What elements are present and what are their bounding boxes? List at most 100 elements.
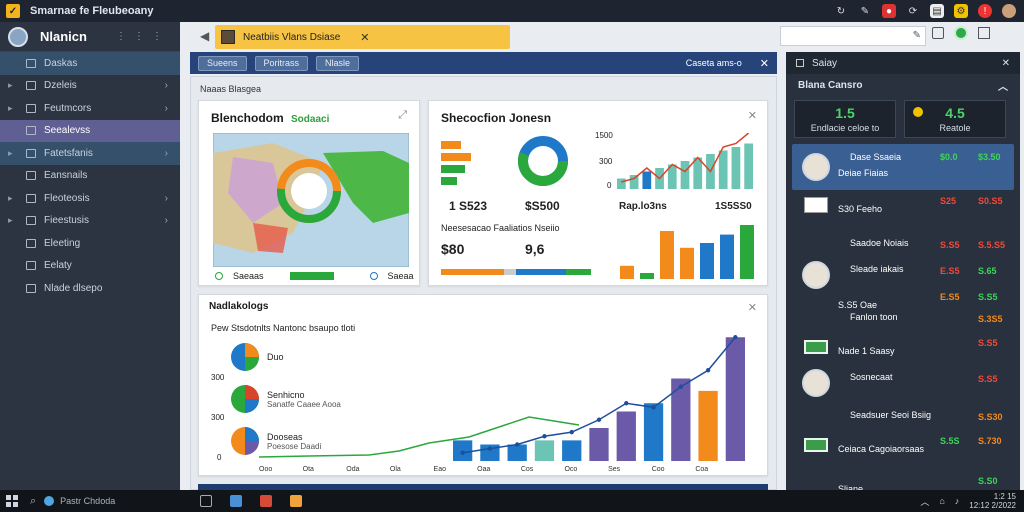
toolbar: Sueens Poritrass Nlasle Caseta ams-o ✕ (190, 52, 777, 74)
expand-arrow-icon[interactable]: ▸ (8, 102, 13, 113)
pie-item[interactable]: Duo (229, 341, 284, 373)
list-item[interactable]: Seadsuer Seoi Bsiig S.S30 (792, 408, 1014, 434)
list-item[interactable]: Nade 1 Saasy S.S5 (792, 334, 1014, 360)
sidebar-item-7[interactable]: ▸ Fieestusis › (0, 210, 180, 233)
clock[interactable]: 1:2 15 12:12 2/2022 (969, 492, 1016, 510)
toolbar-button-2[interactable]: Nlasle (316, 55, 360, 71)
sidebar-item-8[interactable]: Eleeting (0, 232, 180, 255)
toolbar-button-1[interactable]: Poritrass (254, 55, 309, 71)
list-item[interactable]: Fanlon toon S.3S5 (792, 310, 1014, 336)
card-icon (804, 340, 828, 354)
copy-icon[interactable] (932, 27, 944, 39)
expand-arrow-icon[interactable]: ▸ (8, 215, 13, 226)
nav-item-icon (26, 171, 36, 181)
list-item-name: Sleade iakais (850, 264, 904, 274)
sidebar-item-9[interactable]: Eelaty (0, 255, 180, 278)
list-item[interactable]: Sleade iakais E.S5 S.65 (792, 261, 1014, 289)
scroll-strip[interactable] (198, 484, 768, 490)
chevron-right-icon: › (164, 147, 168, 159)
kpi-line-bar (617, 178, 626, 189)
kpi-description: Neesesacao Faaliatios Nseiio (441, 223, 560, 233)
taskbar-search[interactable]: ⌕ Pastr Chdoda (30, 493, 160, 509)
active-tab[interactable]: Neatbiis Vlans Dsiase ✕ (215, 25, 510, 49)
clock-time: 1:2 15 (993, 492, 1016, 501)
toolbar-buttons: Sueens Poritrass Nlasle (198, 55, 360, 71)
list-item[interactable]: Ceiaca Cagoiaorsaas S.5S S.730 (792, 432, 1014, 458)
list-item[interactable]: S.S5 Oae E.S5 S.S5 (792, 288, 1014, 314)
kpi-number-b: 9,6 (525, 241, 545, 257)
list-item-value-b: $3.50 (978, 152, 1001, 162)
pie-chart-icon (231, 427, 259, 455)
refresh-icon[interactable]: ⟳ (908, 5, 918, 17)
task-view-icon[interactable] (200, 495, 212, 507)
sidebar-controls-icon[interactable]: ⋮⋮⋮ (116, 31, 170, 42)
list-item[interactable]: Sliane S.S0 (792, 472, 1014, 498)
close-icon[interactable]: ✕ (759, 57, 769, 70)
list-item-name: Seadsuer Seoi Bsiig (850, 410, 932, 420)
expand-arrow-icon[interactable]: ▸ (8, 192, 13, 203)
list-item-value-a: S25 (940, 196, 957, 206)
sidebar-item-2[interactable]: ▸ Feutmcors › (0, 97, 180, 120)
collapse-icon[interactable]: ︿ (998, 81, 1008, 93)
sidebar-item-1[interactable]: ▸ Dzeleis › (0, 75, 180, 98)
stat-a-value: 1.5 (835, 105, 855, 121)
pin-icon[interactable]: ✎ (860, 5, 870, 17)
map-expand-icon[interactable]: ⤢ (398, 109, 407, 121)
map-title-text: Blenchodom (211, 111, 284, 125)
nav-item-icon (26, 81, 36, 91)
sidebar-item-10[interactable]: Nlade dlsepo (0, 277, 180, 300)
status-icon[interactable] (954, 26, 968, 40)
window-icon[interactable] (978, 27, 990, 39)
expand-arrow-icon[interactable]: ▸ (8, 147, 13, 158)
trend-point (624, 401, 629, 406)
document-icon[interactable]: ▤ (930, 4, 944, 18)
right-panel-subheader: Blana Cansro ︿ (786, 74, 1020, 96)
sidebar-item-6[interactable]: ▸ Fleoteosis › (0, 187, 180, 210)
sidebar-item-5[interactable]: Eansnails (0, 165, 180, 188)
trend-subtitle: Pew Stsdotnlts Nantonc bsaupo tloti (211, 323, 356, 333)
kpi-close-icon[interactable]: ✕ (747, 110, 757, 122)
trend-chart[interactable]: Ooo Ota Oda Ola Eao Oaa Cos Oco Ses Coo Coa (249, 329, 759, 475)
sidebar-item-4[interactable]: ▸ Fatetsfanis › (0, 142, 180, 165)
map-graphic[interactable] (213, 133, 409, 267)
list-item[interactable]: Saadoe Noiais S.S5 S.5.S5 (792, 236, 1014, 262)
stat-a-label: Endlacie celoe to (810, 123, 880, 133)
expand-arrow-icon[interactable]: ▸ (8, 80, 13, 91)
kpi-line-bar (667, 164, 677, 189)
kpi-mini-bars (441, 141, 471, 185)
pie-item[interactable]: Senhicno Sanatfe Caaee Aooa (229, 383, 341, 415)
sync-icon[interactable]: ↻ (836, 5, 846, 17)
folder-icon[interactable] (290, 495, 302, 507)
toolbar-status[interactable]: Caseta ams-o (685, 58, 742, 68)
list-item[interactable]: Dase Ssaeia Deiae Fiaias $0.0 $3.50 (792, 144, 1014, 190)
toolbar-button-0[interactable]: Sueens (198, 55, 247, 71)
gear-icon[interactable]: ⚙ (954, 4, 968, 18)
trend-point (487, 446, 493, 451)
sidebar-brand: Nlanicn ⋮⋮⋮ (0, 22, 180, 52)
list-item[interactable]: S30 Feeho S25 S0.S5 (792, 192, 1014, 218)
volume-icon[interactable]: ♪ (954, 496, 960, 506)
windows-start-icon[interactable] (6, 495, 18, 507)
sidebar-item-3[interactable]: Seealevss (0, 119, 180, 142)
legend-bar (289, 272, 334, 280)
store-icon[interactable] (230, 495, 242, 507)
list-item-value-b: S.S5 (978, 338, 998, 348)
network-icon[interactable]: ⌂ (939, 496, 945, 506)
trend-bar (698, 390, 718, 461)
media-icon[interactable] (260, 495, 272, 507)
record-icon[interactable]: ● (882, 4, 896, 18)
edit-icon[interactable]: ✎ (912, 30, 921, 41)
close-panel-icon[interactable]: ✕ (1001, 57, 1010, 69)
list-item[interactable]: Sosnecaat S.S5 (792, 369, 1014, 397)
close-tab-icon[interactable]: ✕ (360, 31, 370, 44)
trend-x-tick: Eao (434, 466, 447, 473)
assistant-icon (44, 496, 55, 506)
back-arrow-icon[interactable]: ◀ (200, 29, 210, 43)
search-input[interactable]: ✎ (780, 26, 926, 46)
trend-close-icon[interactable]: ✕ (747, 302, 757, 314)
chevron-up-icon[interactable]: ︿ (920, 496, 930, 507)
avatar[interactable] (1002, 4, 1016, 18)
pie-item[interactable]: Dooseas Poesose Daadi (229, 425, 321, 457)
notification-icon[interactable]: ! (978, 4, 992, 18)
sidebar-item-0[interactable]: Daskas (0, 52, 180, 75)
